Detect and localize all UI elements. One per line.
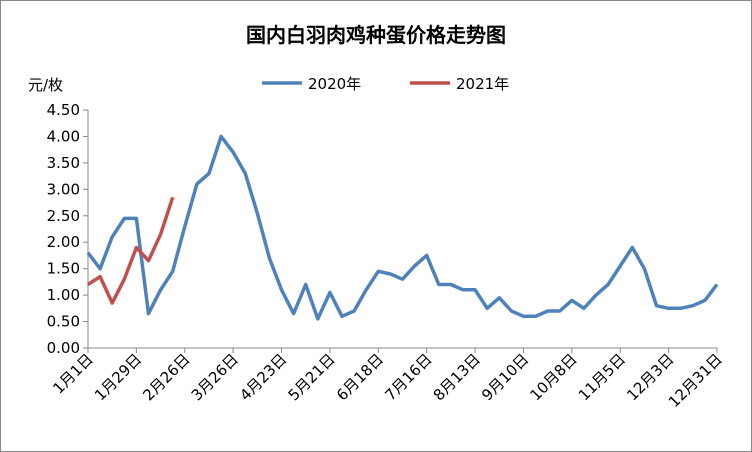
y-tick-label: 2.50: [47, 207, 80, 225]
y-tick-label: 0.00: [47, 339, 80, 357]
y-tick-label: 3.00: [47, 180, 80, 198]
y-tick-label: 2.00: [47, 233, 80, 251]
series-line: [86, 134, 719, 321]
y-tick-label: 3.50: [47, 154, 80, 172]
legend-label: 2021年: [456, 75, 509, 93]
y-tick-label: 4.00: [47, 127, 80, 145]
legend-label: 2020年: [308, 75, 361, 93]
y-tick-label: 4.50: [47, 101, 80, 119]
y-tick-label: 0.50: [47, 313, 80, 331]
series-line: [87, 196, 175, 305]
y-axis-label: 元/枚: [28, 76, 63, 94]
y-tick-label: 1.00: [47, 286, 80, 304]
chart-title: 国内白羽肉鸡种蛋价格走势图: [246, 23, 506, 47]
y-tick-label: 1.50: [47, 260, 80, 278]
